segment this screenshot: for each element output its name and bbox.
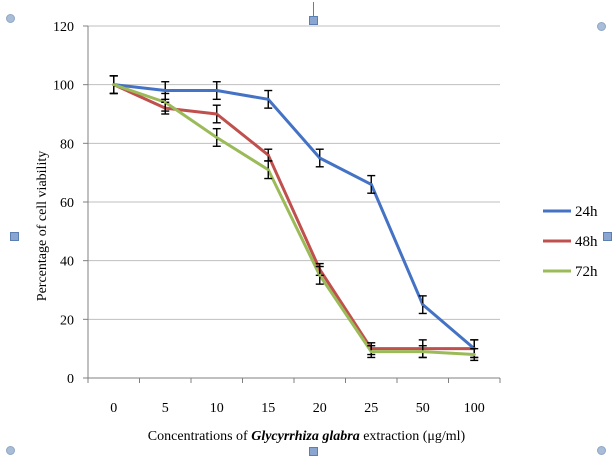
resize-handle-top-right[interactable] [597,22,606,31]
data-point [369,182,373,186]
data-point [163,89,167,93]
y-axis-label: Percentage of cell viability [35,151,50,301]
x-tick-label: 15 [261,401,275,416]
x-tick-label: 10 [210,401,224,416]
y-tick-label: 40 [60,255,74,270]
x-tick-label: 0 [110,401,117,416]
legend-label-72h: 72h [575,264,598,280]
data-point [215,135,219,139]
error-bar-72h [109,75,118,95]
data-point [266,168,270,172]
error-bar-24h [212,81,221,101]
x-tick-label: 20 [313,401,327,416]
tick-labels: 0 20 40 60 80 100 120 0 5 10 15 20 25 50 100 [53,20,485,416]
series-lines [109,75,479,362]
x-tick-label: 100 [464,401,485,416]
data-point [215,112,219,116]
y-tick-label: 0 [67,372,74,387]
y-tick-label: 60 [60,196,74,211]
rotate-stem [313,2,314,16]
data-point [318,156,322,160]
resize-handle-bottom[interactable] [309,447,318,456]
error-bar-72h [212,127,221,147]
x-axis-label: Concentrations of Glycyrrhiza glabra ext… [0,429,613,445]
data-point [266,153,270,157]
gridlines [88,25,500,320]
y-tick-label: 120 [53,20,74,35]
resize-handle-right[interactable] [603,232,612,241]
x-axis-label-prefix: Concentrations of [147,429,252,444]
resize-handle-bottom-left[interactable] [6,446,15,455]
error-bar-24h [264,89,273,109]
y-tick-label: 100 [53,79,74,94]
data-point [318,273,322,277]
error-bar-72h [470,347,479,362]
series-line-72h [113,83,475,357]
resize-handle-top-left[interactable] [6,14,15,23]
data-point [472,353,476,357]
series-line-48h [113,83,475,351]
x-axis-label-species: Glycyrrhiza glabra [251,429,360,444]
y-tick-label: 80 [60,137,74,152]
error-bar-72h [418,345,427,359]
y-tick-label: 20 [60,313,74,328]
series-line-24h [113,83,476,350]
x-axis-label-suffix: extraction (μg/ml) [359,429,466,444]
error-bar-48h [212,104,221,124]
resize-handle-top[interactable] [309,16,318,25]
resize-handle-left[interactable] [10,232,19,241]
error-bar-72h [264,160,273,180]
data-point [163,100,167,104]
error-bar-72h [161,92,170,112]
error-bar-24h [367,174,376,194]
legend: 24h 48h 72h [543,204,598,280]
data-point [215,89,219,93]
error-bar-72h [367,345,376,359]
data-point [266,97,270,101]
error-bar-24h [418,295,427,315]
data-point [369,350,373,354]
x-tick-label: 25 [364,401,378,416]
data-point [421,350,425,354]
error-bar-72h [315,265,324,285]
data-point [421,303,425,307]
x-tick-label: 50 [416,401,430,416]
legend-label-48h: 48h [575,234,598,250]
x-tick-label: 5 [162,401,169,416]
axes [83,25,501,383]
data-point [112,83,116,87]
resize-handle-bottom-right[interactable] [597,446,606,455]
error-bar-24h [315,148,324,168]
legend-label-24h: 24h [575,204,598,220]
